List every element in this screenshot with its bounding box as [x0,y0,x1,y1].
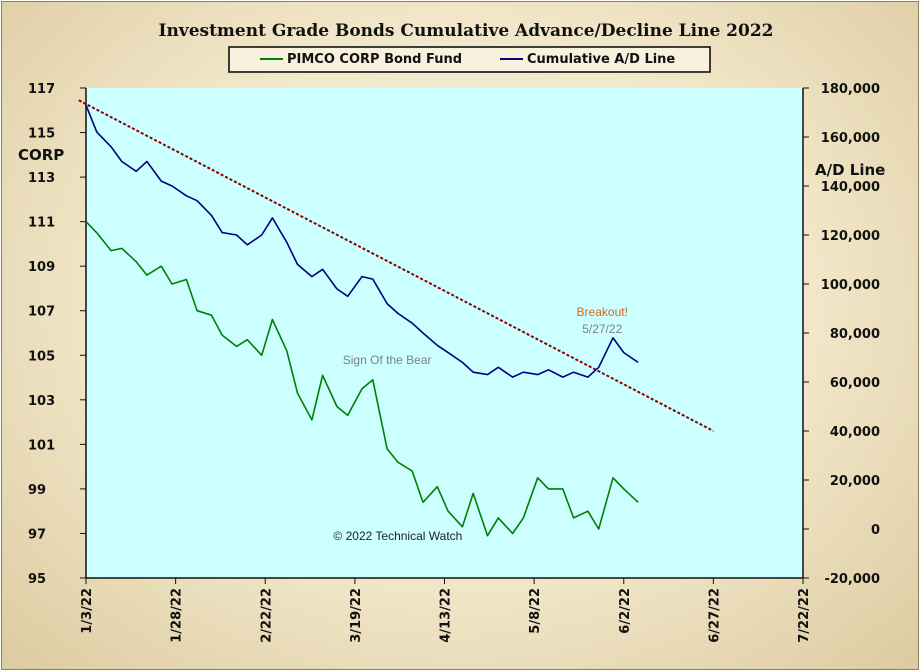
x-tick-label: 1/3/22 [80,588,95,634]
y-left-tick-label: 117 [28,82,55,97]
y-right-label: A/D Line [815,161,885,179]
x-tick-label: 2/22/22 [259,588,274,643]
x-tick-label: 1/28/22 [170,588,185,643]
y-right-tick-label: -20,000 [824,572,880,587]
x-tick-label: 4/13/22 [439,588,454,643]
x-tick-label: 5/8/22 [528,588,543,634]
legend-box [228,46,711,73]
y-right-tick-label: 180,000 [821,82,880,97]
y-left-tick-label: 99 [28,483,46,498]
y-left-tick-label: 107 [28,305,55,320]
y-right-tick-label: 140,000 [821,180,880,195]
plot-area [86,88,803,577]
y-right-tick-label: 160,000 [821,131,880,146]
y-left-tick-label: 105 [28,349,55,364]
legend-label-corp: PIMCO CORP Bond Fund [287,52,462,67]
y-right-tick-label: 60,000 [830,376,880,391]
y-left-tick-label: 95 [28,572,46,587]
corp-series-line [85,221,639,537]
sign-of-bear-label: Sign Of the Bear [343,353,432,367]
y-left-tick-label: 113 [28,171,55,186]
copyright-label: © 2022 Technical Watch [333,529,462,543]
legend-label-ad: Cumulative A/D Line [527,52,675,67]
legend: PIMCO CORP Bond Fund Cumulative A/D Line [228,46,711,73]
y-right-tick-label: 80,000 [830,327,880,342]
ad-trendline [78,99,714,432]
x-tick-label: 7/22/22 [797,588,812,643]
breakout-date-label: 5/27/22 [582,322,622,336]
y-left-tick-label: 103 [28,394,55,409]
y-left-ticks: 117 115 113 111 109 107 105 103 101 99 97 95 [28,82,86,587]
y-right-tick-label: 0 [871,523,880,538]
x-tick-label: 6/2/22 [618,588,633,634]
y-right-tick-label: 40,000 [830,425,880,440]
x-tick-label: 3/19/22 [349,588,364,643]
y-right-tick-label: 100,000 [821,278,880,293]
y-left-tick-label: 115 [28,127,55,142]
chart-title: Investment Grade Bonds Cumulative Advanc… [159,21,774,41]
breakout-label: Breakout! [577,305,628,319]
y-right-tick-label: 120,000 [821,229,880,244]
y-right-tick-label: 20,000 [830,474,880,489]
y-left-tick-label: 109 [28,260,55,275]
y-left-tick-label: 97 [28,527,46,542]
series-layer [78,99,714,537]
y-right-ticks: 180,000 160,000 140,000 120,000 100,000 80,00… [803,82,880,587]
x-ticks: 1/3/22 1/28/22 2/22/22 3/19/22 4/13/22 5/8/22… [80,578,812,643]
annotation-layer: Breakout! 5/27/22 Sign Of the Bear © 2022 T… [333,305,627,543]
x-tick-label: 6/27/22 [707,588,722,643]
ad-series-line [85,104,639,378]
y-left-label: CORP [18,146,64,164]
y-left-tick-label: 101 [28,438,55,453]
y-left-tick-label: 111 [28,216,55,231]
